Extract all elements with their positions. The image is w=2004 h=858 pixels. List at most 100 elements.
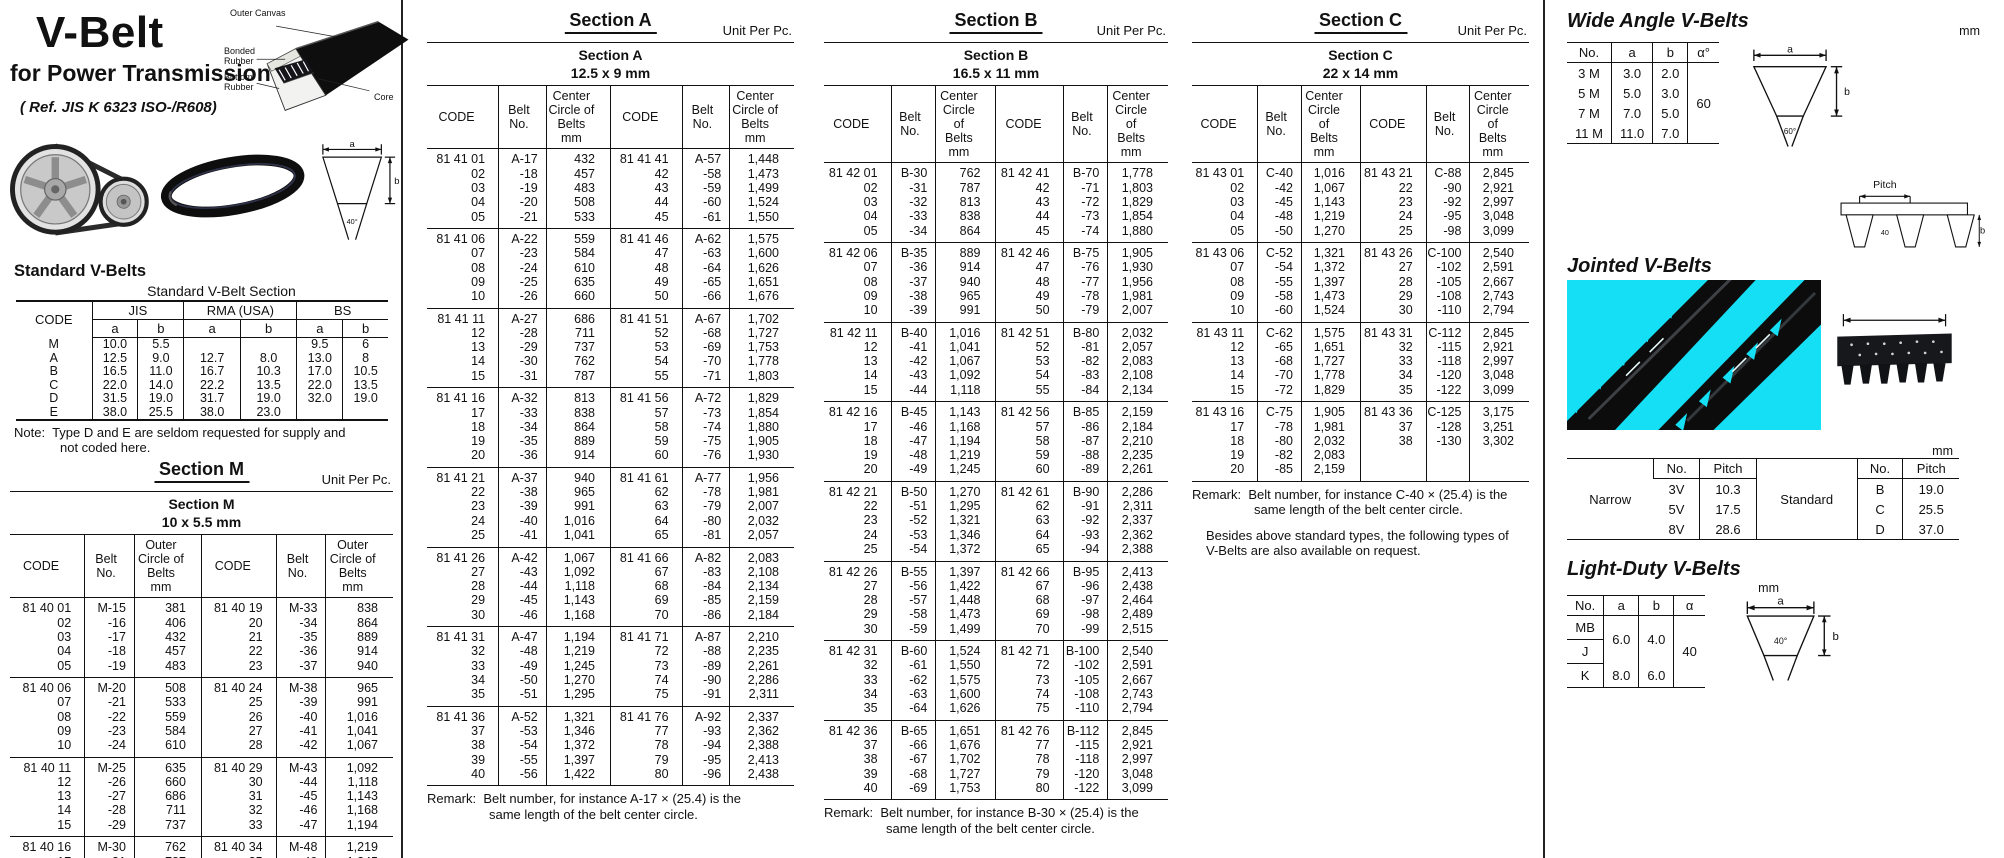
section-subheader: Section B 16.5 x 11 mm — [824, 41, 1168, 87]
belt-no-cell: -33 — [890, 209, 936, 225]
belt-no-cell — [1425, 462, 1470, 482]
code-cell: 81 43 01 — [1195, 166, 1245, 181]
code-cell: 78 — [609, 738, 683, 754]
table-block: 81 43 01 C-40 1,016 81 43 21 C-88 2,845 02 -42 1… — [1192, 162, 1529, 243]
table-row: 28 -44 1,118 68 -84 2,134 — [427, 579, 794, 594]
column-header: CODE — [824, 85, 892, 164]
group-header: JIS — [91, 301, 184, 320]
dimension-cell: 11.0 — [1610, 123, 1653, 144]
circle-length-cell: 1,321 — [935, 514, 996, 529]
belt-no-cell: A-52 — [498, 706, 547, 725]
table-row: 18 -47 1,194 58 -87 2,210 — [824, 434, 1168, 449]
dimension-cell: 8.0 — [239, 351, 297, 365]
code-cell: 81 40 24 — [200, 677, 277, 696]
standard-table-note: Note: Type D and E are seldom requested … — [14, 425, 393, 455]
belt-code-cell: C — [16, 378, 93, 392]
code-cell: 62 — [995, 499, 1064, 515]
table-row: 07 -23 584 47 -63 1,600 — [427, 246, 794, 262]
circle-length-cell: 1,676 — [935, 738, 996, 753]
ab-header: b — [239, 319, 297, 338]
belt-no-cell: -39 — [890, 303, 936, 323]
title-block: V-Belt for Power Transmission ( Ref. JIS… — [10, 6, 409, 134]
code-cell: 17 — [1230, 419, 1245, 434]
belt-no-cell: -60 — [681, 195, 730, 211]
belt-no-cell: -45 — [1257, 195, 1302, 210]
size-no-cell: B — [1856, 478, 1903, 499]
circle-length-cell: 610 — [545, 261, 611, 276]
circle-length-cell: 559 — [133, 710, 202, 725]
belt-no-cell: -71 — [1062, 181, 1108, 196]
belt-no-cell: -115 — [1062, 738, 1108, 753]
dimension-cell: 10.3 — [239, 364, 297, 379]
pitch-cell: 19.0 — [1902, 478, 1959, 499]
belt-no-cell: -72 — [1062, 195, 1108, 210]
dimension-cell: 32.0 — [296, 391, 343, 406]
belt-no-cell: C-52 — [1257, 242, 1302, 261]
table-row: 03 -32 813 43 -72 1,829 — [824, 195, 1168, 210]
belt-no-cell: -53 — [498, 724, 547, 739]
code-cell: 38 — [1359, 434, 1427, 449]
circle-length-cell: 1,575 — [729, 228, 794, 247]
code-cell: 63 — [609, 500, 683, 515]
remark-text: Belt number, for instance A-17 × (25.4) … — [483, 791, 741, 807]
table-row: MB 6.0 4.0 40 — [1567, 615, 1705, 688]
column-header: Center Circle of Belts mm — [1469, 85, 1529, 164]
circle-length-cell: 1,118 — [545, 579, 611, 594]
code-cell: 07 — [1230, 260, 1245, 275]
column-header: Center Circle of Belts mm — [1107, 85, 1168, 164]
code-cell: 19 — [1230, 448, 1245, 463]
code-cell: 81 42 41 — [995, 162, 1064, 182]
code-cell: 02 — [1230, 180, 1245, 195]
circle-length-cell: 1,550 — [729, 210, 794, 229]
table-block: 81 41 36 A-52 1,321 81 41 76 A-92 2,337 37 -53 1… — [427, 706, 794, 786]
code-cell: 54 — [609, 355, 683, 370]
code-cell: 81 41 26 — [436, 550, 486, 565]
circle-length-cell: 2,007 — [1107, 303, 1168, 323]
table-block: 81 40 01 M-15 381 81 40 19 M-33 838 02 -16 406 20… — [10, 597, 393, 678]
unit-per-pc-label: Unit Per Pc. — [1457, 23, 1527, 38]
table-row: 19 -82 2,083 — [1192, 448, 1529, 463]
circle-length-cell: 1,067 — [325, 738, 393, 758]
angle-label: 60° — [1784, 127, 1796, 136]
belt-no-cell: -66 — [890, 738, 936, 753]
code-cell: 67 — [609, 565, 683, 580]
page-reference: ( Ref. JIS K 6323 ISO-/R608) — [20, 99, 217, 116]
besides-text: V-Belts are also available on request. — [1206, 543, 1421, 559]
belt-no-cell: -62 — [890, 673, 936, 688]
circle-length-cell: 1,397 — [1301, 275, 1361, 290]
belt-no-cell: -23 — [498, 246, 547, 262]
table-row: 29 -58 1,473 69 -98 2,489 — [824, 607, 1168, 623]
table-row: 25 -54 1,372 65 -94 2,388 — [824, 542, 1168, 561]
circle-length-cell: 1,702 — [729, 308, 794, 327]
code-cell: 81 42 66 — [995, 561, 1064, 580]
code-cell: 81 40 34 — [200, 836, 277, 856]
circle-length-cell — [1469, 448, 1529, 463]
circle-length-cell: 1,397 — [545, 753, 611, 768]
circle-length-cell: 1,092 — [545, 565, 611, 580]
size-no-cell: MB — [1567, 615, 1604, 640]
belt-no-cell: -86 — [1062, 420, 1108, 435]
dimension-cell: 25.5 — [137, 405, 184, 420]
section-size-header: Section B 16.5 x 11 mm — [824, 41, 1168, 87]
code-cell: 12 — [863, 339, 878, 354]
dimension-cell: 10.5 — [342, 364, 388, 379]
pitch-cell: 28.6 — [1699, 519, 1757, 540]
code-cell: 22 — [471, 485, 486, 500]
dimension-cell: 4.0 — [1638, 615, 1674, 664]
code-cell: 28 — [200, 738, 277, 758]
code-cell: 15 — [863, 382, 878, 397]
belt-no-cell: -102 — [1425, 260, 1470, 276]
circle-length-cell: 2,007 — [729, 500, 794, 515]
belt-no-cell: -83 — [1062, 369, 1108, 384]
belt-no-cell: A-27 — [498, 308, 547, 327]
belt-no-cell: -79 — [681, 500, 730, 515]
code-cell: 04 — [863, 209, 878, 224]
code-cell: 53 — [995, 354, 1064, 370]
code-cell — [1359, 448, 1427, 463]
code-cell: 03 — [1230, 194, 1245, 209]
belt-no-cell: B-35 — [890, 242, 936, 261]
table-row: 39 -55 1,397 79 -95 2,413 — [427, 753, 794, 768]
circle-length-cell: 1,753 — [935, 781, 996, 800]
belt-no-cell: -80 — [1257, 434, 1302, 449]
belt-no-cell: -28 — [498, 326, 547, 341]
